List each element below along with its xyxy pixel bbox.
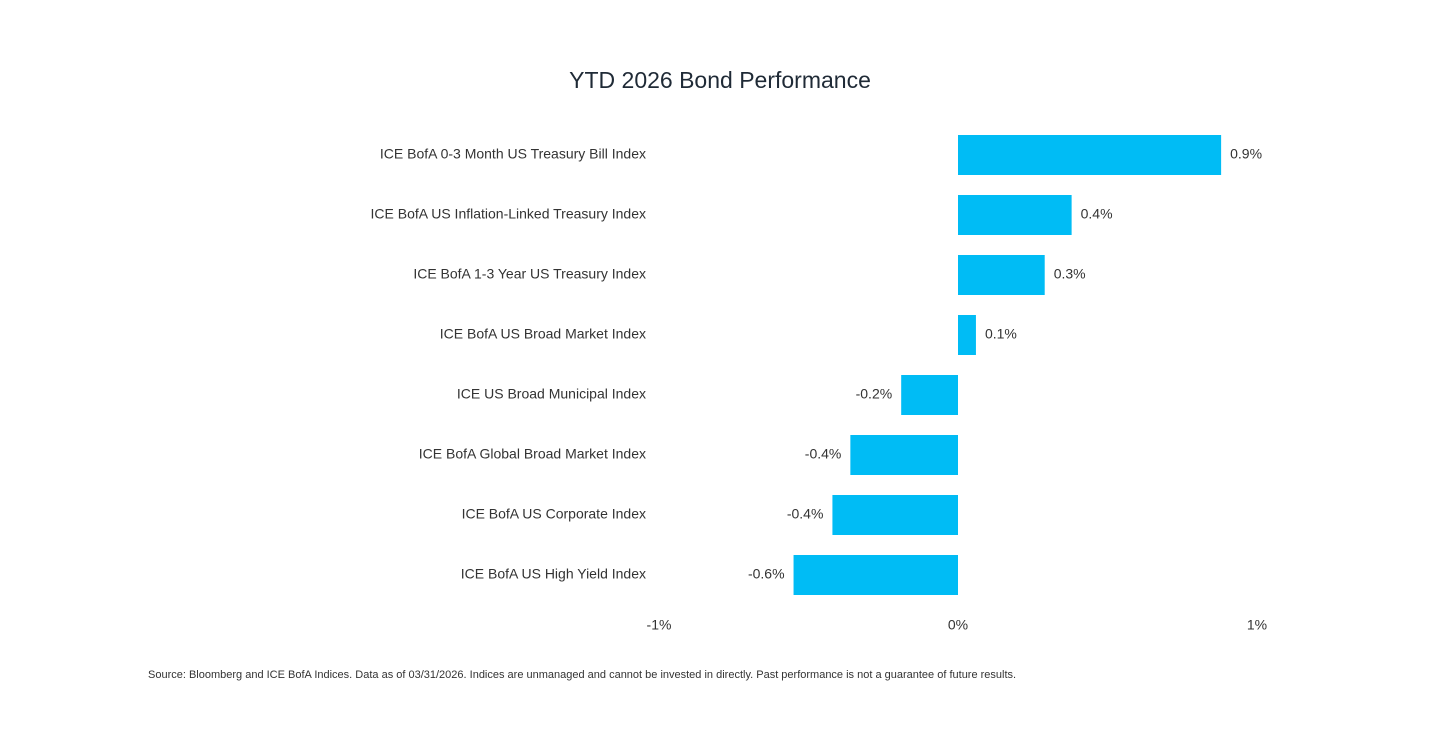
bar xyxy=(832,495,958,535)
value-label: 0.9% xyxy=(1230,146,1262,162)
bar xyxy=(793,555,958,595)
bar xyxy=(958,195,1072,235)
bar xyxy=(901,375,958,415)
value-label: 0.3% xyxy=(1054,266,1086,282)
bar xyxy=(958,315,976,355)
bar xyxy=(850,435,958,475)
bar xyxy=(958,255,1045,295)
x-tick-label: 1% xyxy=(1247,617,1267,633)
value-label: -0.6% xyxy=(748,566,785,582)
bar xyxy=(958,135,1222,175)
chart-title: YTD 2026 Bond Performance xyxy=(569,67,871,93)
category-label: ICE BofA Global Broad Market Index xyxy=(419,446,646,462)
value-label: 0.1% xyxy=(985,326,1017,342)
x-tick-label: -1% xyxy=(647,617,672,633)
category-label: ICE BofA US Corporate Index xyxy=(462,506,646,522)
category-label: ICE BofA US Broad Market Index xyxy=(440,326,646,342)
category-label: ICE BofA US High Yield Index xyxy=(461,566,646,582)
value-label: -0.4% xyxy=(787,506,824,522)
category-label: ICE US Broad Municipal Index xyxy=(457,386,646,402)
source-note: Source: Bloomberg and ICE BofA Indices. … xyxy=(148,669,1016,681)
x-tick-label: 0% xyxy=(948,617,968,633)
value-label: 0.4% xyxy=(1081,206,1113,222)
category-label: ICE BofA 0-3 Month US Treasury Bill Inde… xyxy=(380,146,646,162)
category-label: ICE BofA US Inflation-Linked Treasury In… xyxy=(371,206,646,222)
value-label: -0.4% xyxy=(805,446,842,462)
value-label: -0.2% xyxy=(856,386,893,402)
category-label: ICE BofA 1-3 Year US Treasury Index xyxy=(413,266,646,282)
